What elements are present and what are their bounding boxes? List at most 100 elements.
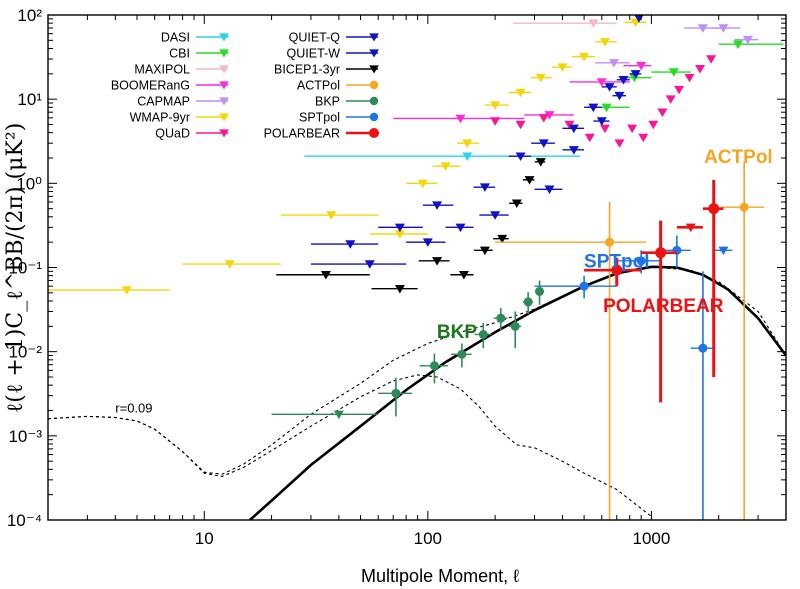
upper-limit-2 bbox=[544, 111, 555, 120]
data-point-1 bbox=[611, 264, 623, 276]
legend-label: QUIET-W bbox=[287, 47, 341, 61]
data-point-5 bbox=[478, 329, 488, 339]
legend: DASI CBI MAXIPOL BOOMERanG CAPMAP WMAP-9yr QUa… bbox=[111, 31, 379, 141]
upper-limit-12 bbox=[579, 52, 590, 62]
legend-marker bbox=[219, 49, 229, 58]
legend-entry-bkp: BKP bbox=[315, 95, 379, 109]
upper-limit-13 bbox=[599, 38, 610, 47]
legend-label: QUaD bbox=[155, 127, 190, 141]
legend-marker bbox=[369, 96, 379, 106]
upper-limit-6 bbox=[599, 124, 610, 134]
data-point-4 bbox=[457, 349, 467, 359]
upper-limit-1 bbox=[601, 103, 612, 113]
upper-limit-9 bbox=[604, 83, 615, 92]
upper-limit-3 bbox=[432, 201, 443, 210]
legend-entry-quiet-w: QUIET-W bbox=[287, 47, 379, 61]
upper-limit-6 bbox=[497, 234, 508, 244]
upper-limit-1 bbox=[333, 410, 344, 420]
upper-limit-13 bbox=[674, 85, 685, 95]
legend-marker bbox=[369, 33, 379, 42]
upper-limit-1 bbox=[121, 286, 132, 295]
theory-curve-r-0-09 bbox=[48, 374, 652, 517]
legend-label: DASI bbox=[161, 31, 190, 45]
upper-limit-8 bbox=[490, 101, 501, 110]
annotation-polarbear: POLARBEAR bbox=[603, 296, 724, 317]
legend-entry-dasi: DASI bbox=[161, 31, 229, 45]
legend-label: WMAP-9yr bbox=[130, 111, 190, 125]
legend-marker bbox=[219, 33, 229, 42]
data-point-1 bbox=[605, 237, 615, 247]
data-point-9 bbox=[535, 286, 545, 296]
series-capmap bbox=[595, 24, 759, 68]
upper-limit-4 bbox=[742, 35, 753, 45]
legend-label: BICEP1-3yr bbox=[274, 63, 340, 77]
upper-limit-2 bbox=[224, 260, 235, 269]
legend-entry-sptpol: SPTpol bbox=[299, 111, 379, 125]
theory-curves bbox=[48, 265, 786, 520]
upper-limit-9 bbox=[638, 133, 649, 143]
upper-limit-10 bbox=[535, 73, 546, 83]
annotation-r-0-09: r=0.09 bbox=[115, 400, 152, 415]
upper-limit-6 bbox=[538, 139, 549, 148]
upper-limit-4 bbox=[636, 61, 647, 71]
axis-ticks: 10 100 1000 10⁻⁴ 10⁻³ 10⁻² 10⁻¹ 10⁰ 10¹ 10² bbox=[7, 6, 787, 548]
data-point-3 bbox=[429, 361, 439, 371]
upper-limit-9 bbox=[535, 158, 546, 167]
upper-limit-4 bbox=[394, 230, 405, 239]
legend-marker bbox=[369, 128, 379, 138]
legend-marker bbox=[369, 65, 379, 74]
upper-limit-1 bbox=[490, 117, 501, 126]
upper-limit-4 bbox=[479, 183, 490, 192]
upper-limit-4 bbox=[490, 211, 501, 220]
upper-limit-1 bbox=[608, 59, 619, 68]
y-tick-label: 10⁻² bbox=[8, 343, 42, 362]
series-maxipol bbox=[512, 19, 617, 28]
legend-label: CBI bbox=[169, 47, 190, 61]
upper-limit-9 bbox=[630, 70, 641, 79]
upper-limit-2 bbox=[515, 120, 526, 130]
legend-label: ACTPol bbox=[297, 79, 340, 93]
upper-limit-1 bbox=[364, 260, 375, 269]
data-point-2 bbox=[636, 256, 646, 266]
upper-limit-2 bbox=[697, 24, 708, 33]
upper-limit-1 bbox=[588, 19, 599, 28]
legend-entry-polarbear: POLARBEAR bbox=[264, 127, 379, 141]
legend-label: MAXIPOL bbox=[134, 63, 190, 77]
data-point-8 bbox=[523, 297, 533, 307]
data-point-4 bbox=[708, 203, 720, 215]
legend-entry-bicep1-3yr: BICEP1-3yr bbox=[274, 63, 379, 77]
upper-limit-15 bbox=[695, 64, 706, 74]
upper-limit-5 bbox=[718, 246, 729, 256]
upper-limit-5 bbox=[544, 185, 555, 195]
data-point-1 bbox=[579, 281, 589, 291]
upper-limit-7 bbox=[511, 199, 522, 208]
upper-limit-3 bbox=[668, 68, 679, 77]
series-polarbear bbox=[584, 179, 724, 403]
upper-limit-2 bbox=[394, 223, 405, 233]
upper-limit-3 bbox=[432, 257, 443, 266]
series-bicep1-3yr bbox=[276, 158, 546, 294]
y-tick-label: 10⁻³ bbox=[8, 427, 42, 446]
y-tick-label: 10² bbox=[17, 6, 42, 25]
legend-label: BOOMERanG bbox=[111, 79, 190, 93]
upper-limit-2 bbox=[394, 284, 405, 294]
x-tick-label: 10 bbox=[195, 529, 214, 548]
y-tick-label: 10⁻⁴ bbox=[7, 511, 42, 530]
upper-limit-3 bbox=[455, 223, 466, 233]
upper-limit-14 bbox=[684, 73, 695, 83]
upper-limit-4 bbox=[458, 271, 469, 280]
upper-limit-5 bbox=[515, 152, 526, 161]
legend-label: SPTpol bbox=[299, 111, 340, 125]
data-series bbox=[48, 15, 784, 520]
data-point-2 bbox=[655, 247, 667, 259]
legend-label: POLARBEAR bbox=[264, 127, 340, 141]
upper-limit-2 bbox=[422, 238, 433, 247]
theory-curve-r-0-09-lensing bbox=[48, 266, 786, 475]
upper-limit-5 bbox=[417, 179, 428, 189]
series-sptpol bbox=[534, 235, 733, 520]
upper-limit-4 bbox=[733, 40, 744, 49]
upper-limit-5 bbox=[584, 133, 595, 143]
series-boomerang bbox=[393, 61, 652, 124]
upper-limit-10 bbox=[648, 120, 659, 130]
legend-label: QUIET-Q bbox=[289, 31, 341, 45]
